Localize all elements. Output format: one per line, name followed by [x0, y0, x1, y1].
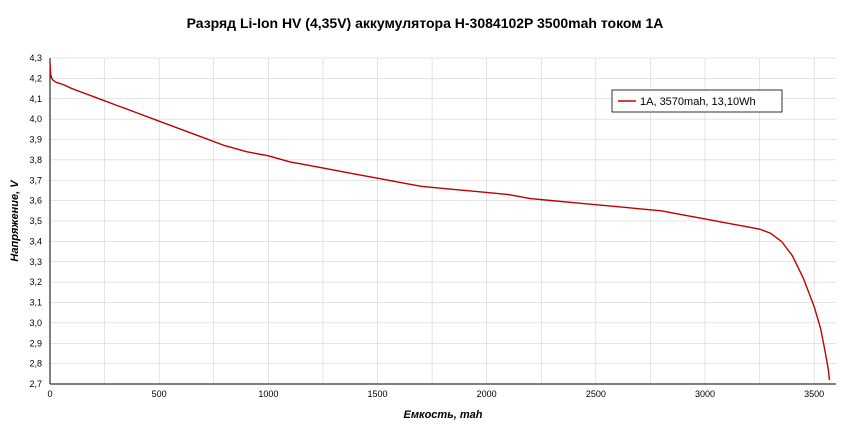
y-tick-label: 3,4 [29, 236, 42, 246]
y-tick-label: 4,0 [29, 114, 42, 124]
axes [49, 58, 836, 385]
x-tick-label: 500 [152, 389, 167, 399]
y-axis-title: Напряжение, V [9, 179, 21, 262]
legend: 1A, 3570mah, 13,10Wh [611, 89, 783, 113]
y-tick-labels: 2,7 2,8 2,9 3,0 3,1 3,2 3,3 3,4 3,5 3,6 3,7 3,8 3,9 4… [29, 53, 42, 389]
y-tick-label: 3,9 [29, 135, 42, 145]
x-axis-title: Емкость, mah [404, 409, 483, 421]
y-tick-label: 2,9 [29, 338, 42, 348]
y-tick-label: 3,2 [29, 277, 42, 287]
series-line [49, 62, 831, 381]
y-tick-label: 3,0 [29, 318, 42, 328]
y-tick-label: 3,6 [29, 196, 42, 206]
x-tick-label: 3000 [695, 389, 715, 399]
x-tick-label: 0 [47, 389, 52, 399]
x-tick-labels: 0 500 1000 1500 2000 2500 3000 3500 [47, 389, 824, 399]
y-tick-label: 3,1 [29, 298, 42, 308]
y-tick-label: 2,7 [29, 379, 42, 389]
y-tick-label: 3,5 [29, 216, 42, 226]
legend-box [611, 89, 783, 113]
y-tick-label: 4,1 [29, 94, 42, 104]
y-tick-label: 2,8 [29, 359, 42, 369]
y-tick-label: 3,7 [29, 175, 42, 185]
x-tick-label: 2000 [477, 389, 497, 399]
x-tick-label: 1500 [367, 389, 387, 399]
y-tick-label: 3,3 [29, 257, 42, 267]
x-tick-label: 1000 [258, 389, 278, 399]
y-tick-label: 4,2 [29, 73, 42, 83]
y-tick-label: 3,8 [29, 155, 42, 165]
series-layer [49, 62, 831, 381]
x-tick-label: 2500 [586, 389, 606, 399]
chart-title: Разряд Li-Ion HV (4,35V) аккумулятора H-… [187, 15, 664, 31]
legend-label: 1A, 3570mah, 13,10Wh [640, 96, 756, 108]
x-tick-label: 3500 [804, 389, 824, 399]
y-tick-label: 4,3 [29, 53, 42, 63]
